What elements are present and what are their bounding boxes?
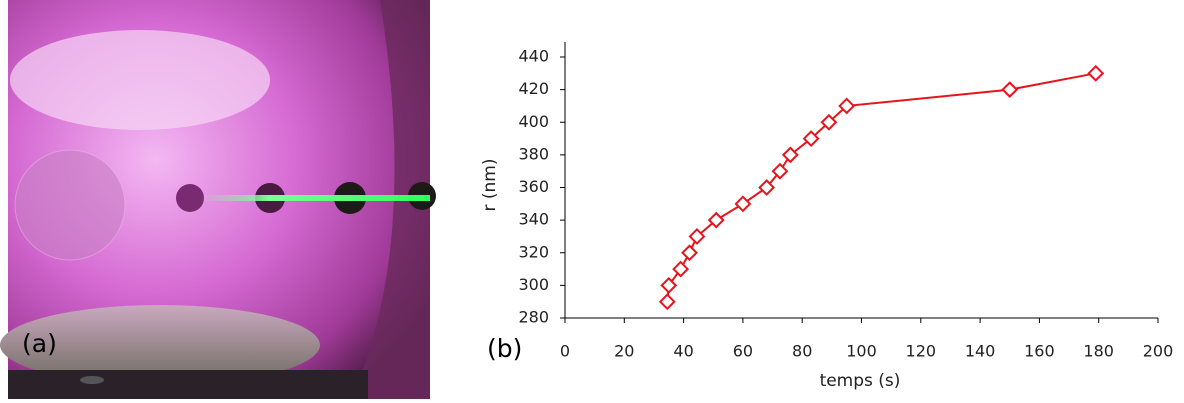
y-axis-label: r (nm)	[480, 159, 500, 212]
y-tick-label: 320	[518, 242, 549, 261]
data-marker	[838, 97, 856, 115]
electrode	[10, 30, 270, 130]
data-marker	[681, 244, 698, 262]
chamber-wall	[350, 0, 430, 399]
data-marker	[802, 130, 820, 147]
photo: (a)	[0, 0, 436, 399]
port	[14, 149, 126, 261]
y-tick-label: 340	[518, 210, 549, 229]
x-tick-label: 80	[792, 342, 812, 361]
window	[176, 184, 204, 212]
x-tick-label: 160	[1024, 342, 1055, 361]
y-tick-label: 300	[518, 275, 549, 294]
y-tick-label: 280	[518, 308, 549, 327]
y-tick-label: 440	[518, 47, 549, 66]
panel-label: (a)	[22, 329, 57, 358]
panel-label: (b)	[487, 334, 522, 363]
data-marker	[1001, 81, 1019, 99]
data-marker	[1087, 64, 1105, 82]
x-axis-label: temps (s)	[820, 371, 901, 391]
data-marker	[672, 260, 690, 278]
data-marker	[771, 162, 789, 180]
x-tick-label: 200	[1143, 342, 1174, 361]
y-tick-label: 420	[518, 79, 549, 98]
y-tick-label: 400	[518, 112, 549, 131]
x-tick-label: 40	[673, 342, 693, 361]
data-marker	[820, 113, 838, 131]
data-marker	[660, 276, 678, 294]
y-tick-label: 360	[518, 177, 549, 196]
data-marker	[781, 146, 799, 164]
laser-beam	[200, 195, 430, 201]
x-tick-label: 120	[906, 342, 937, 361]
x-tick-label: 180	[1083, 342, 1114, 361]
data-line	[666, 72, 1096, 302]
hole	[80, 376, 104, 384]
x-tick-label: 100	[846, 342, 877, 361]
data-marker	[758, 179, 776, 196]
substrate	[0, 305, 320, 385]
data-marker	[688, 228, 706, 245]
x-tick-label: 60	[733, 342, 753, 361]
y-tick-label: 380	[518, 144, 549, 163]
data-marker	[734, 195, 752, 213]
base	[8, 370, 368, 399]
data-marker	[707, 211, 725, 229]
data-marker	[658, 293, 676, 311]
x-tick-label: 0	[560, 342, 570, 361]
x-tick-label: 20	[614, 342, 634, 361]
x-tick-label: 140	[965, 342, 996, 361]
